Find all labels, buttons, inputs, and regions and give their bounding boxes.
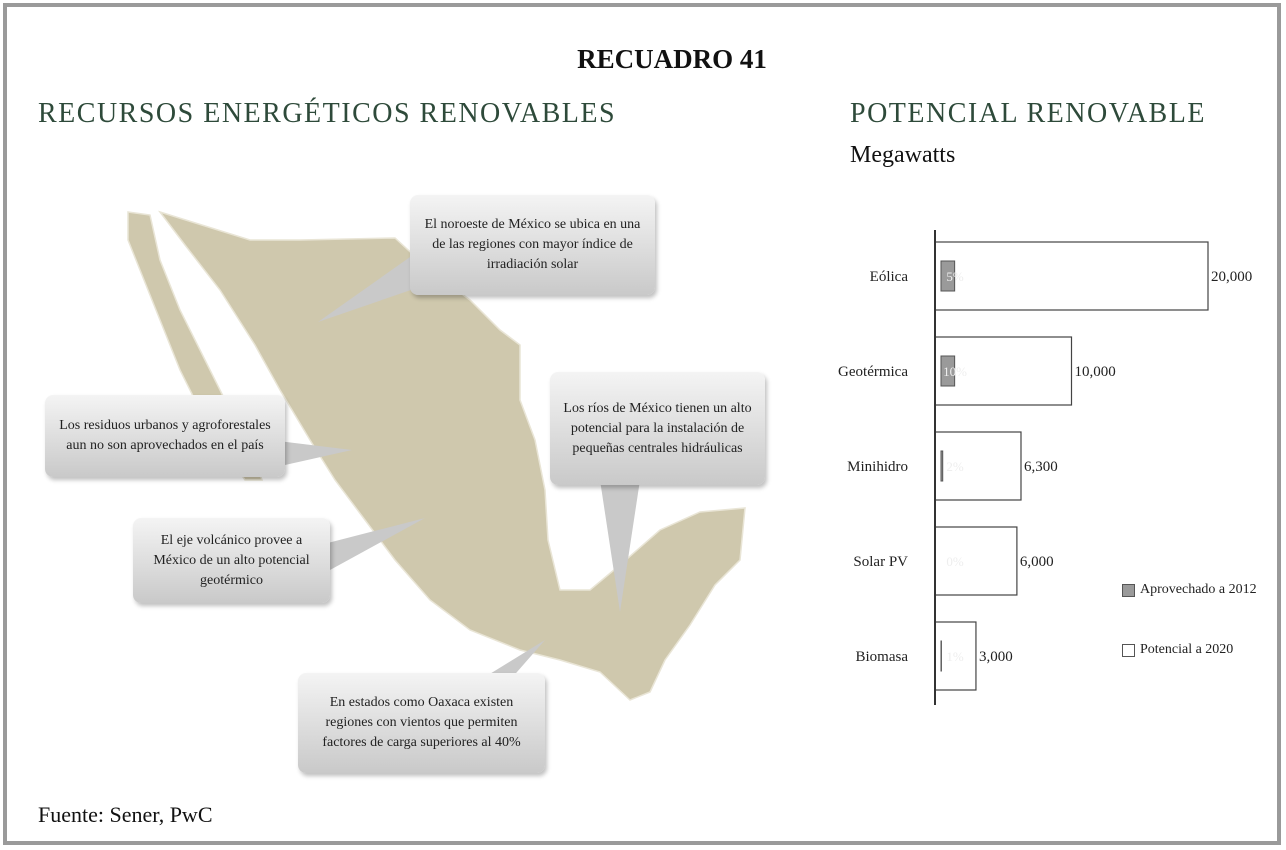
- legend-item: Aprovechado a 2012: [1122, 576, 1270, 604]
- value-label: 2%: [946, 459, 964, 474]
- value-label: 10%: [943, 364, 967, 379]
- category-label: Geotérmica: [838, 364, 908, 380]
- callout: El noroeste de México se ubica en una de…: [410, 195, 655, 295]
- source: Fuente: Sener, PwC: [38, 802, 213, 827]
- bar: [934, 241, 1209, 311]
- mainland: [157, 210, 746, 701]
- title: RECUADRO 41: [577, 44, 767, 74]
- category-label: Minihidro: [847, 459, 908, 475]
- value-label: 20,000: [1211, 269, 1252, 285]
- bar: [940, 450, 944, 482]
- value-label: 10,000: [1075, 364, 1116, 380]
- pointer: [480, 640, 545, 680]
- pointer: [318, 250, 440, 322]
- value-label: 5%: [946, 269, 964, 284]
- bar: [934, 336, 1073, 406]
- legend-label: Aprovechado a 2012: [1140, 582, 1257, 597]
- callout-pointers: [270, 250, 640, 680]
- callout: El eje volcánico provee a México de un a…: [133, 518, 330, 603]
- category-label: Biomasa: [856, 649, 909, 665]
- category-label: Solar PV: [853, 554, 908, 570]
- pointer: [270, 440, 352, 465]
- frame: [3, 3, 1281, 845]
- value-label: 6,300: [1024, 459, 1058, 475]
- legend-swatch: [1122, 584, 1135, 597]
- callout: Los residuos urbanos y agroforestales au…: [45, 395, 285, 477]
- bar: [940, 260, 956, 292]
- legend-item: Potencial a 2020: [1122, 636, 1270, 664]
- bar: [934, 526, 1018, 596]
- callout: En estados como Oaxaca existen regiones …: [298, 673, 545, 773]
- value-label: 0%: [946, 554, 964, 569]
- value-label: 1%: [946, 649, 964, 664]
- category-label: Eólica: [870, 269, 909, 285]
- value-label: 6,000: [1020, 554, 1054, 570]
- legend-label: Potencial a 2020: [1140, 642, 1234, 657]
- callout: Los ríos de México tienen un alto potenc…: [550, 372, 765, 485]
- bar: [940, 355, 956, 387]
- bar: [934, 431, 1022, 501]
- chart-subtitle: Megawatts: [850, 142, 955, 168]
- pointer: [600, 480, 640, 612]
- value-label: 3,000: [979, 649, 1013, 665]
- pointer: [320, 518, 425, 570]
- chart-title: POTENCIAL RENOVABLE: [850, 98, 1206, 129]
- legend-swatch: [1122, 644, 1135, 657]
- left-heading: RECURSOS ENERGÉTICOS RENOVABLES: [38, 98, 616, 129]
